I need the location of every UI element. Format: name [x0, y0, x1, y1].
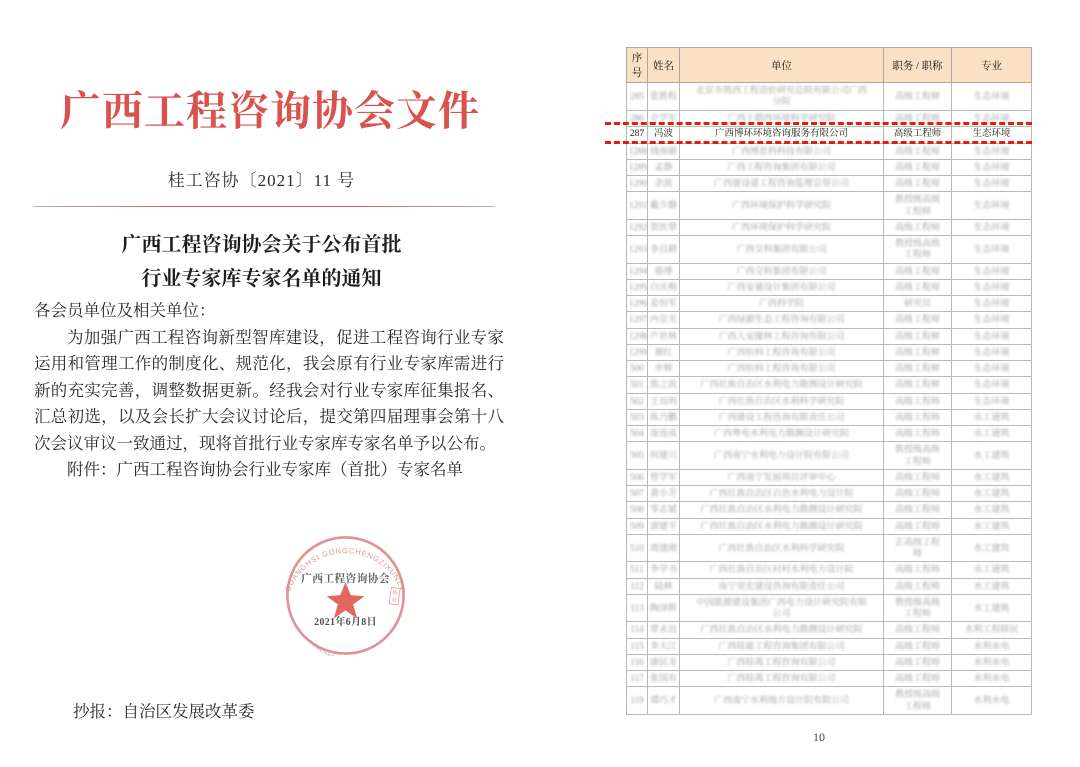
svg-text:协: 协 [392, 588, 399, 597]
svg-text:会: 会 [391, 595, 398, 604]
